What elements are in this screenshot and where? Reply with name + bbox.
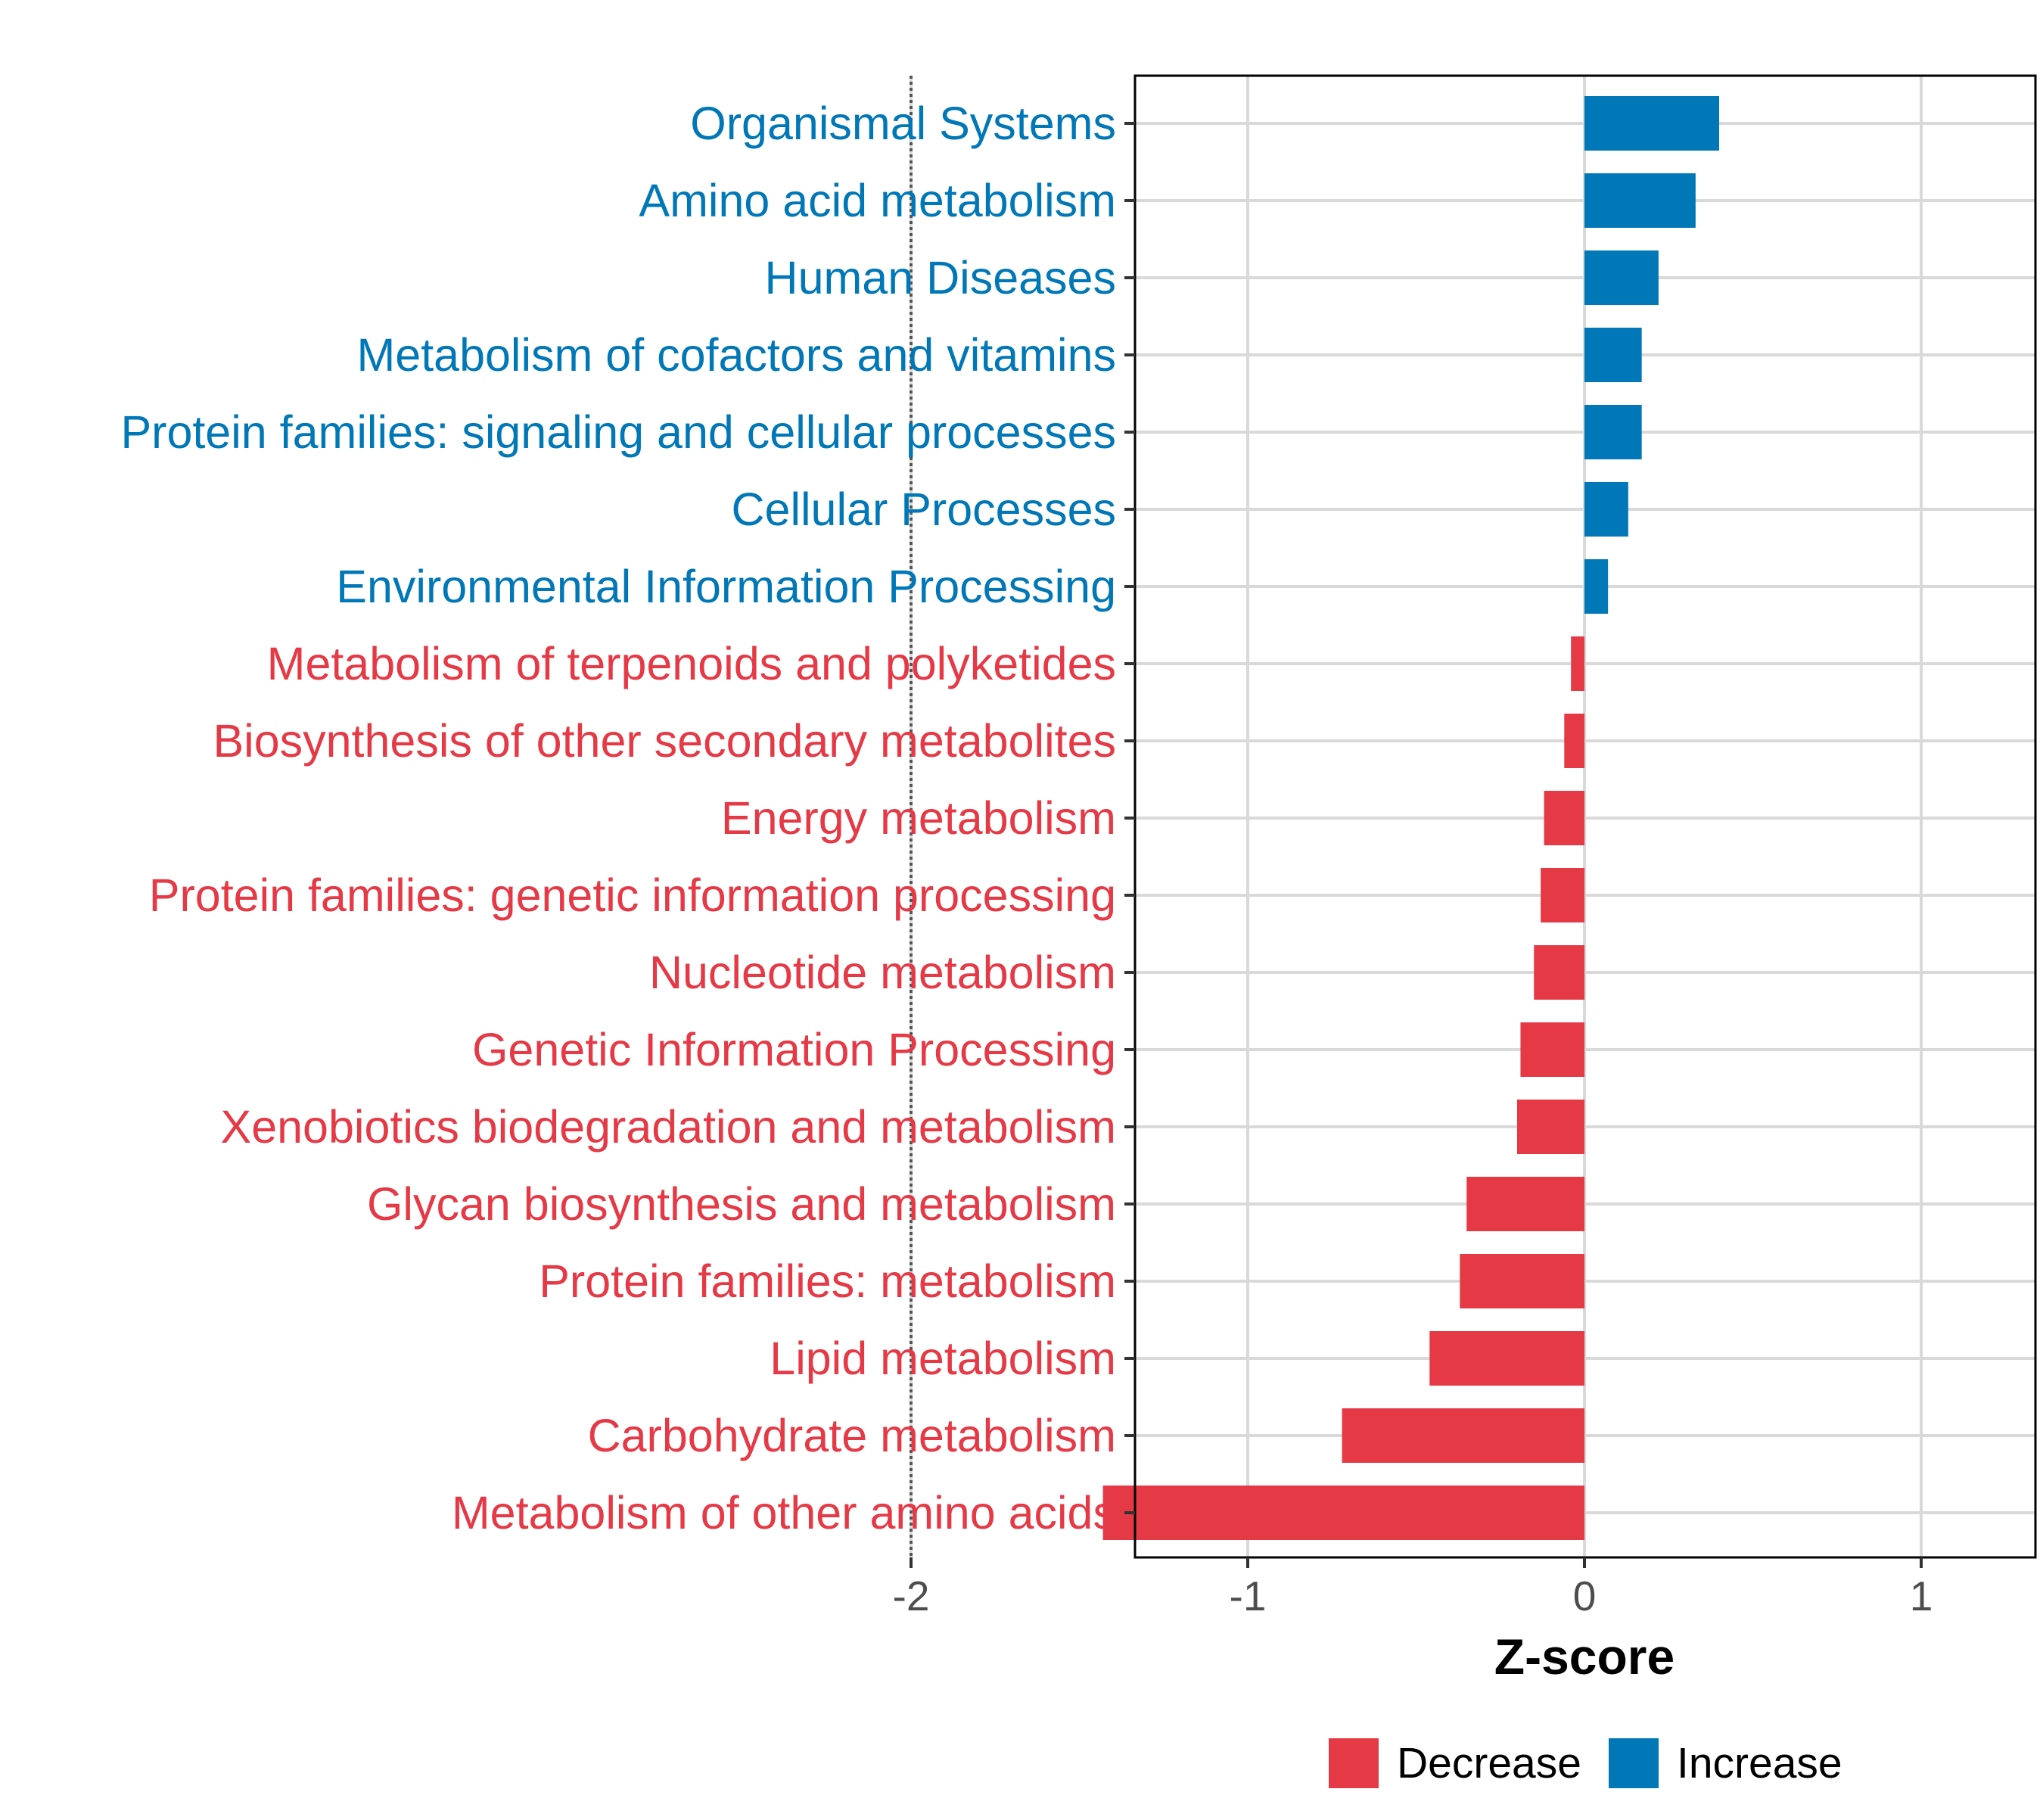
category-label: Metabolism of cofactors and vitamins bbox=[356, 329, 1116, 381]
category-label: Organismal Systems bbox=[690, 98, 1116, 149]
bar bbox=[1584, 559, 1609, 614]
category-label: Glycan biosynthesis and metabolism bbox=[367, 1178, 1116, 1230]
category-label: Energy metabolism bbox=[721, 792, 1116, 844]
bar bbox=[1584, 173, 1696, 228]
legend-label: Decrease bbox=[1397, 1739, 1581, 1787]
category-label: Environmental Information Processing bbox=[336, 561, 1116, 612]
bar bbox=[1460, 1254, 1584, 1308]
x-tick-label: -2 bbox=[893, 1573, 930, 1619]
x-tick-label: -1 bbox=[1230, 1573, 1267, 1619]
bar bbox=[1541, 868, 1584, 922]
legend: Decrease Increase bbox=[1329, 1738, 1842, 1788]
bar bbox=[1564, 714, 1584, 768]
category-label: Amino acid metabolism bbox=[639, 175, 1116, 226]
legend-swatch bbox=[1609, 1738, 1659, 1788]
category-label: Lipid metabolism bbox=[770, 1333, 1116, 1384]
x-axis-title: Z-score bbox=[1494, 1629, 1675, 1685]
bar bbox=[1534, 945, 1584, 1000]
bar bbox=[1584, 328, 1642, 382]
bar bbox=[1466, 1177, 1584, 1231]
category-label: Metabolism of terpenoids and polyketides bbox=[267, 638, 1116, 689]
bar bbox=[1429, 1331, 1584, 1386]
bar bbox=[1584, 96, 1719, 151]
category-label: Protein families: signaling and cellular… bbox=[120, 406, 1116, 458]
legend-swatch bbox=[1329, 1738, 1379, 1788]
bar bbox=[1102, 1486, 1584, 1540]
bar bbox=[1520, 1022, 1584, 1077]
legend-label: Increase bbox=[1677, 1739, 1842, 1787]
category-label: Metabolism of other amino acids bbox=[452, 1487, 1116, 1538]
category-label: Genetic Information Processing bbox=[472, 1024, 1116, 1075]
bar bbox=[1584, 482, 1628, 537]
bar bbox=[1517, 1100, 1584, 1154]
category-label: Biosynthesis of other secondary metaboli… bbox=[213, 715, 1116, 767]
category-label: Human Diseases bbox=[765, 252, 1116, 303]
bar-layer bbox=[1102, 96, 1719, 1540]
grid-layer bbox=[910, 76, 2035, 1557]
category-labels: Organismal Systems Amino acid metabolism H… bbox=[120, 98, 1135, 1538]
category-label: Protein families: genetic information pr… bbox=[149, 870, 1116, 921]
bar bbox=[1571, 636, 1584, 691]
category-label: Carbohydrate metabolism bbox=[588, 1410, 1116, 1461]
category-label: Xenobiotics biodegradation and metabolis… bbox=[221, 1101, 1116, 1153]
category-label: Protein families: metabolism bbox=[539, 1255, 1116, 1307]
x-tick-label: 0 bbox=[1573, 1573, 1597, 1619]
bar bbox=[1544, 791, 1584, 845]
bar bbox=[1584, 405, 1642, 459]
category-label: Cellular Processes bbox=[731, 484, 1116, 535]
bar bbox=[1342, 1408, 1584, 1463]
category-label: Nucleotide metabolism bbox=[649, 947, 1116, 998]
x-tick-label: 1 bbox=[1910, 1573, 1933, 1619]
x-axis-ticks: -2-1012 bbox=[893, 1557, 1933, 1619]
bar bbox=[1584, 250, 1659, 305]
